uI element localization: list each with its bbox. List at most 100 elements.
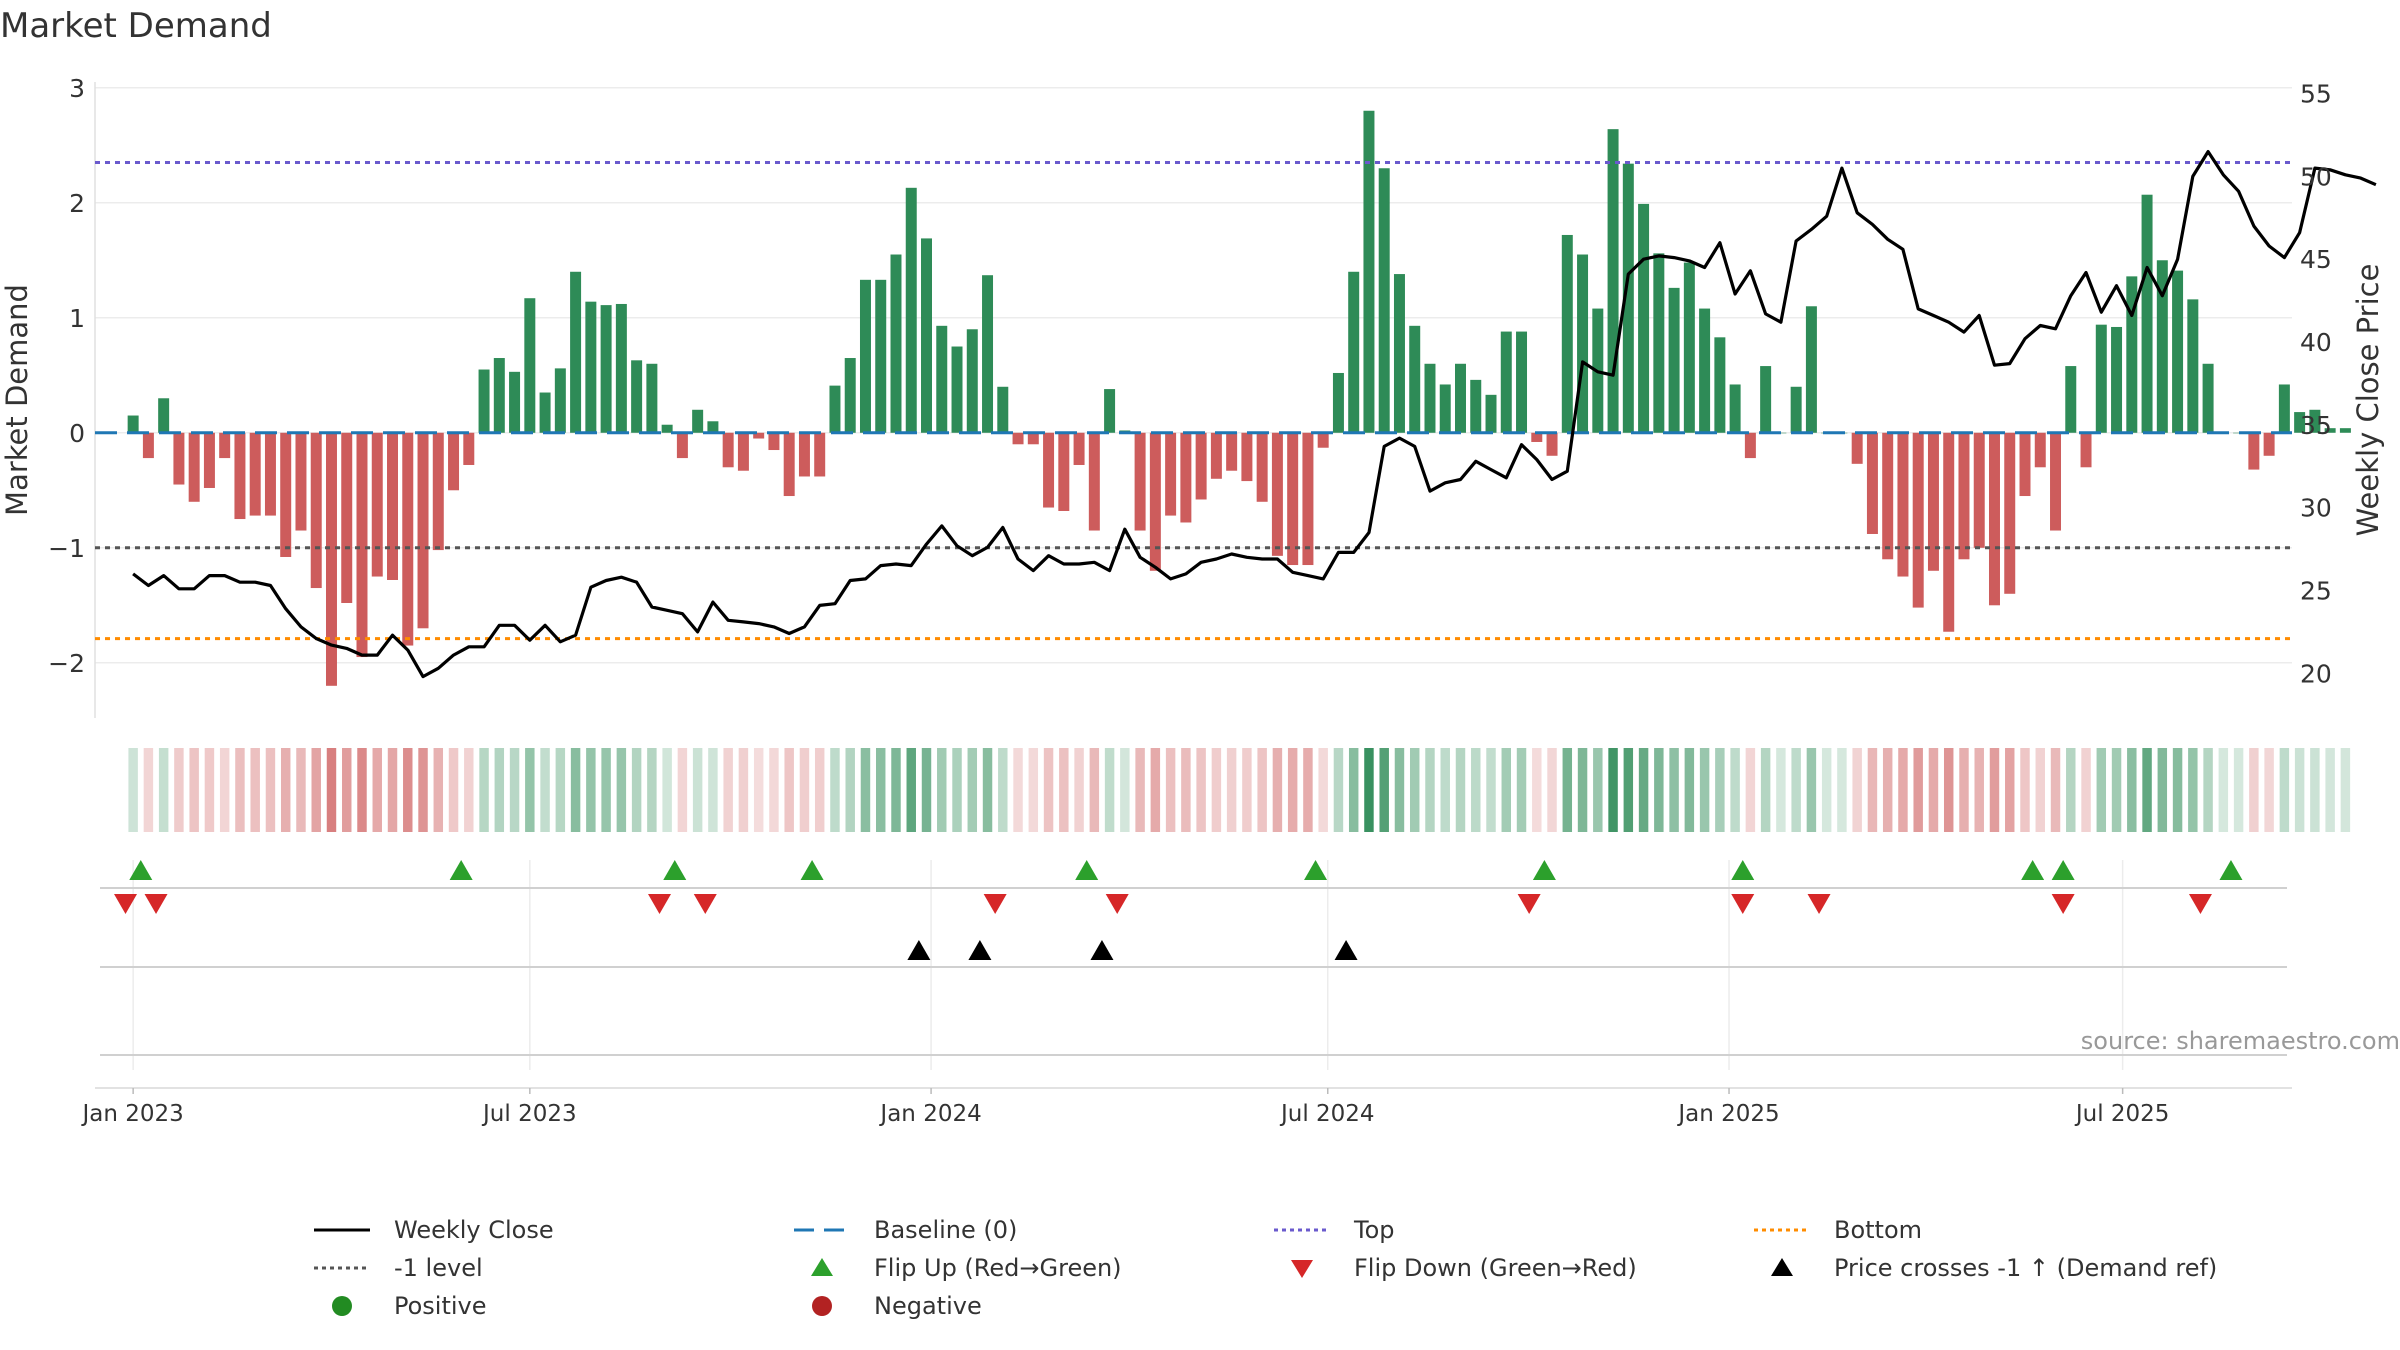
heat-cell: [418, 748, 428, 832]
heat-cell: [1867, 748, 1878, 832]
up-triangle-icon: [811, 1258, 833, 1276]
legend-item-negative: Negative: [792, 1292, 982, 1320]
heat-cell: [1852, 748, 1862, 832]
heat-cell: [2325, 748, 2335, 832]
heat-cell: [1821, 748, 1832, 832]
demand-bar: [1409, 325, 1421, 433]
heat-cell: [784, 748, 794, 832]
heat-cell: [250, 748, 260, 832]
demand-bar: [600, 305, 612, 433]
heat-cell: [494, 748, 505, 832]
demand-bar: [2248, 432, 2260, 470]
heat-cell: [1181, 748, 1191, 832]
demand-bar: [1348, 271, 1360, 433]
legend-label: Flip Up (Red→Green): [874, 1254, 1122, 1282]
heat-cell: [891, 748, 901, 832]
heat-cell: [555, 748, 566, 832]
y2-tick-label: 50: [2300, 162, 2332, 191]
heat-cell: [1272, 748, 1283, 832]
heat-cell: [2142, 748, 2152, 832]
demand-bar: [1058, 432, 1070, 511]
heat-cell: [433, 748, 444, 832]
legend-label: Top: [1354, 1216, 1395, 1244]
heat-cell: [845, 748, 855, 832]
heat-cell: [1608, 748, 1618, 832]
demand-bar: [2172, 270, 2184, 433]
demand-bar: [1317, 432, 1329, 448]
demand-bar: [2019, 432, 2031, 497]
flip-up-marker: [1304, 860, 1328, 880]
heat-cell: [1287, 748, 1298, 832]
heat-cell: [1623, 748, 1634, 832]
heat-cell: [2111, 748, 2122, 832]
solid-line-icon: [314, 1228, 370, 1232]
demand-bar: [692, 409, 704, 433]
heat-cell: [143, 748, 154, 832]
demand-bar: [1683, 262, 1695, 433]
demand-bar: [936, 325, 948, 433]
legend-label: Negative: [874, 1292, 982, 1320]
demand-bar: [2339, 428, 2351, 433]
y2-tick-label: 35: [2300, 411, 2332, 440]
heat-cell: [967, 748, 978, 832]
demand-bar: [1988, 432, 2000, 606]
y-tick-label: 1: [69, 304, 85, 333]
demand-bar: [1485, 394, 1497, 433]
legend-item-baseline: Baseline (0): [792, 1216, 1017, 1244]
flip-down-marker: [1105, 894, 1129, 914]
demand-bar: [829, 385, 841, 433]
heat-cell: [2249, 748, 2259, 832]
demand-bar: [615, 303, 627, 433]
heat-cell: [1745, 748, 1756, 832]
heat-cell: [662, 748, 672, 832]
heat-cell: [1013, 748, 1023, 832]
flip-up-marker: [2219, 860, 2243, 880]
heat-cell: [677, 748, 688, 832]
demand-bar: [951, 346, 963, 433]
heat-cell: [1562, 748, 1573, 832]
heat-cell: [2096, 748, 2107, 832]
demand-bar: [554, 368, 566, 433]
heat-cell: [2279, 748, 2290, 832]
y2-axis-label: Weekly Close Price: [2351, 264, 2385, 537]
heat-cell: [525, 748, 535, 832]
dashed-line-icon: [794, 1228, 850, 1232]
flip-up-marker: [1075, 860, 1099, 880]
heat-cell: [753, 748, 764, 832]
heat-cell: [387, 748, 398, 832]
heat-cell: [128, 748, 138, 832]
heat-cell: [509, 748, 520, 832]
heat-cell: [1440, 748, 1450, 832]
heat-cell: [204, 748, 215, 832]
demand-bar: [1729, 384, 1741, 433]
demand-bar: [585, 301, 597, 433]
heat-cell: [1776, 748, 1786, 832]
down-triangle-icon: [1291, 1260, 1313, 1278]
x-tick-label: Jan 2024: [878, 1101, 981, 1127]
legend-label: Weekly Close: [394, 1216, 554, 1244]
heat-cell: [616, 748, 627, 832]
heat-cell: [1364, 748, 1374, 832]
heat-cell: [1516, 748, 1527, 832]
x-tick-label: Jul 2024: [1279, 1101, 1375, 1127]
heat-cell: [1196, 748, 1206, 832]
y-tick-label: −1: [48, 534, 85, 563]
demand-bar: [1546, 432, 1558, 456]
heat-cell: [1394, 748, 1405, 832]
heat-cell: [342, 748, 352, 832]
heat-cell: [1913, 748, 1923, 832]
demand-bar: [1653, 253, 1665, 433]
demand-bar: [2126, 276, 2138, 433]
heat-cell: [2127, 748, 2137, 832]
heat-cell: [464, 748, 474, 832]
heat-cell: [540, 748, 550, 832]
legend: Weekly Close -1 level Positive Baseline …: [300, 1210, 2250, 1330]
demand-bar: [798, 432, 810, 477]
demand-bar: [1790, 386, 1802, 433]
heat-cell: [2294, 748, 2305, 832]
heat-cell: [631, 748, 642, 832]
demand-bar: [1744, 432, 1756, 459]
flip-down-marker: [693, 894, 717, 914]
heat-cell: [2188, 748, 2198, 832]
